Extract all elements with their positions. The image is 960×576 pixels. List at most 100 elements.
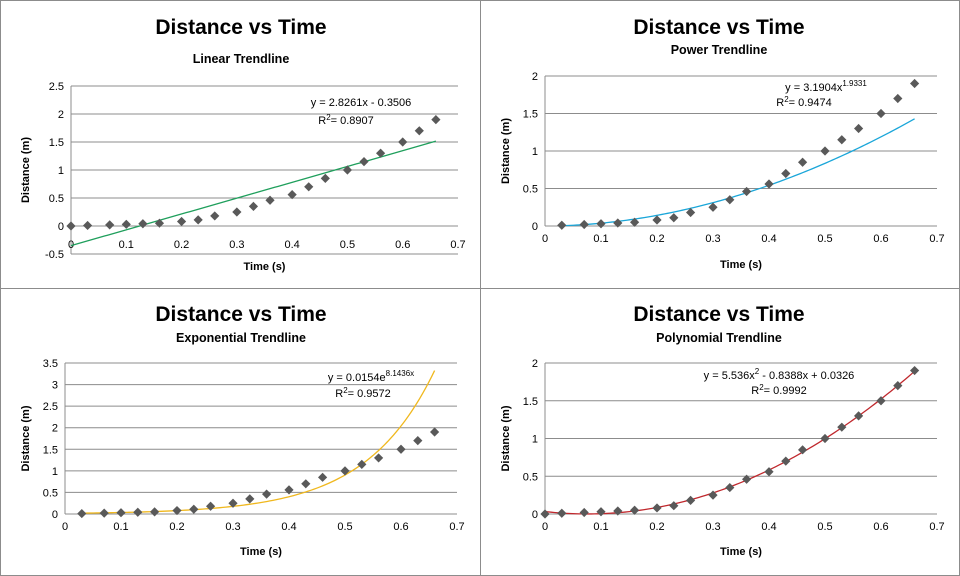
data-point — [630, 505, 640, 515]
equation-base: y = 0.0154e — [328, 372, 386, 384]
data-point — [318, 472, 328, 482]
chart-title: Distance vs Time — [633, 303, 804, 326]
trendline-equation: y = 2.8261x - 0.3506 — [311, 97, 412, 109]
x-tick-label: 0.2 — [649, 233, 664, 245]
data-point — [540, 509, 550, 519]
data-point — [557, 220, 567, 230]
x-tick-label: 0.4 — [761, 233, 776, 245]
data-point — [105, 220, 115, 230]
data-point — [708, 490, 718, 500]
data-point — [398, 137, 408, 147]
r-squared-exponent: 2 — [784, 95, 789, 104]
data-point — [138, 219, 148, 229]
data-point — [430, 427, 440, 437]
r-squared-value: = 0.8907 — [331, 115, 374, 127]
data-point — [374, 453, 384, 463]
x-tick-label: 0.1 — [593, 521, 608, 533]
r-squared-exponent: 2 — [759, 383, 764, 392]
data-point — [304, 182, 314, 192]
data-point — [557, 508, 567, 518]
y-tick-label: 0.5 — [43, 487, 58, 499]
data-point — [287, 190, 297, 200]
x-tick-label: 0 — [542, 521, 548, 533]
data-point — [876, 108, 886, 119]
x-axis-title: Time (s) — [720, 546, 762, 558]
x-tick-label: 0.7 — [929, 233, 944, 245]
y-tick-label: 1.5 — [523, 109, 538, 121]
x-tick-label: 0.4 — [761, 521, 776, 533]
x-tick-label: 0.1 — [119, 239, 134, 251]
x-axis-title: Time (s) — [240, 546, 282, 558]
data-point — [320, 173, 330, 183]
chart-panel-power: 0 0.5 1 1.5 2 0 0.1 0.2 0.3 0.4 0.5 0.6 0.7 Distance … — [480, 0, 960, 289]
x-axis-title: Time (s) — [244, 261, 286, 273]
r-squared-symbol: R — [318, 115, 326, 127]
data-point — [742, 474, 752, 484]
trendline-equation: y = 3.1904x1.9331 — [785, 79, 867, 94]
y-tick-label: 0.5 — [49, 193, 64, 205]
y-tick-label: 0 — [52, 509, 58, 521]
x-tick-label: 0.3 — [705, 233, 720, 245]
data-point — [854, 123, 864, 134]
equation-base: y = 5.536x — [704, 370, 756, 382]
y-tick-label: 1.5 — [49, 137, 64, 149]
equation-rest: - 0.8388x + 0.0326 — [759, 370, 854, 382]
data-point — [210, 211, 220, 221]
y-tick-label: 1.5 — [43, 444, 58, 456]
data-point — [742, 186, 752, 197]
x-tick-label: 0.2 — [649, 521, 664, 533]
data-point — [764, 179, 774, 189]
data-point — [837, 135, 847, 145]
data-point — [781, 456, 791, 466]
data-point — [820, 433, 830, 444]
r-squared-value: = 0.9992 — [764, 385, 807, 397]
y-axis-title: Distance (m) — [20, 137, 32, 203]
r-squared-label: R2= 0.8907 — [318, 113, 374, 127]
y-tick-label: 1.5 — [523, 396, 538, 408]
data-point — [579, 507, 589, 518]
y-tick-label: 0.5 — [523, 184, 538, 196]
x-tick-label: 0.6 — [873, 521, 888, 533]
x-axis-title: Time (s) — [720, 259, 762, 271]
data-point — [910, 78, 920, 89]
y-tick-label: 2.5 — [43, 401, 58, 413]
y-tick-label: 1 — [532, 434, 538, 446]
r-squared-symbol: R — [776, 97, 784, 109]
x-tick-label: 0.5 — [337, 521, 352, 533]
data-point — [359, 157, 369, 167]
y-tick-label: 0 — [532, 221, 538, 233]
data-point — [245, 494, 255, 504]
data-point — [301, 479, 311, 489]
data-point — [686, 495, 696, 506]
x-tick-label: 0.7 — [450, 239, 465, 251]
x-tick-label: 0.6 — [393, 521, 408, 533]
data-point — [396, 444, 406, 454]
y-axis-title: Distance (m) — [500, 405, 512, 471]
data-point — [82, 220, 93, 231]
r-squared-symbol: R — [751, 385, 759, 397]
y-tick-label: 2 — [58, 109, 64, 121]
data-point — [669, 213, 679, 223]
x-tick-label: 0.5 — [817, 233, 832, 245]
r-squared-exponent: 2 — [326, 113, 331, 122]
r-squared-label: R2= 0.9474 — [776, 95, 832, 109]
data-point — [99, 508, 109, 518]
data-point — [232, 207, 242, 217]
chart-title: Distance vs Time — [633, 16, 804, 39]
data-point — [133, 507, 143, 517]
chart-subtitle: Power Trendline — [671, 43, 768, 57]
x-tick-label: 0.5 — [817, 521, 832, 533]
x-tick-label: 0.4 — [281, 521, 296, 533]
chart-subtitle: Exponential Trendline — [176, 331, 306, 345]
data-point — [176, 216, 187, 227]
data-point — [206, 501, 216, 511]
y-tick-label: 2.5 — [49, 81, 64, 93]
x-tick-label: 0.3 — [229, 239, 244, 251]
data-point — [189, 504, 199, 514]
data-point — [172, 505, 182, 516]
y-tick-label: 2 — [532, 358, 538, 370]
equation-base: y = 3.1904x — [785, 82, 843, 94]
data-point — [431, 115, 441, 125]
data-point — [284, 485, 294, 495]
